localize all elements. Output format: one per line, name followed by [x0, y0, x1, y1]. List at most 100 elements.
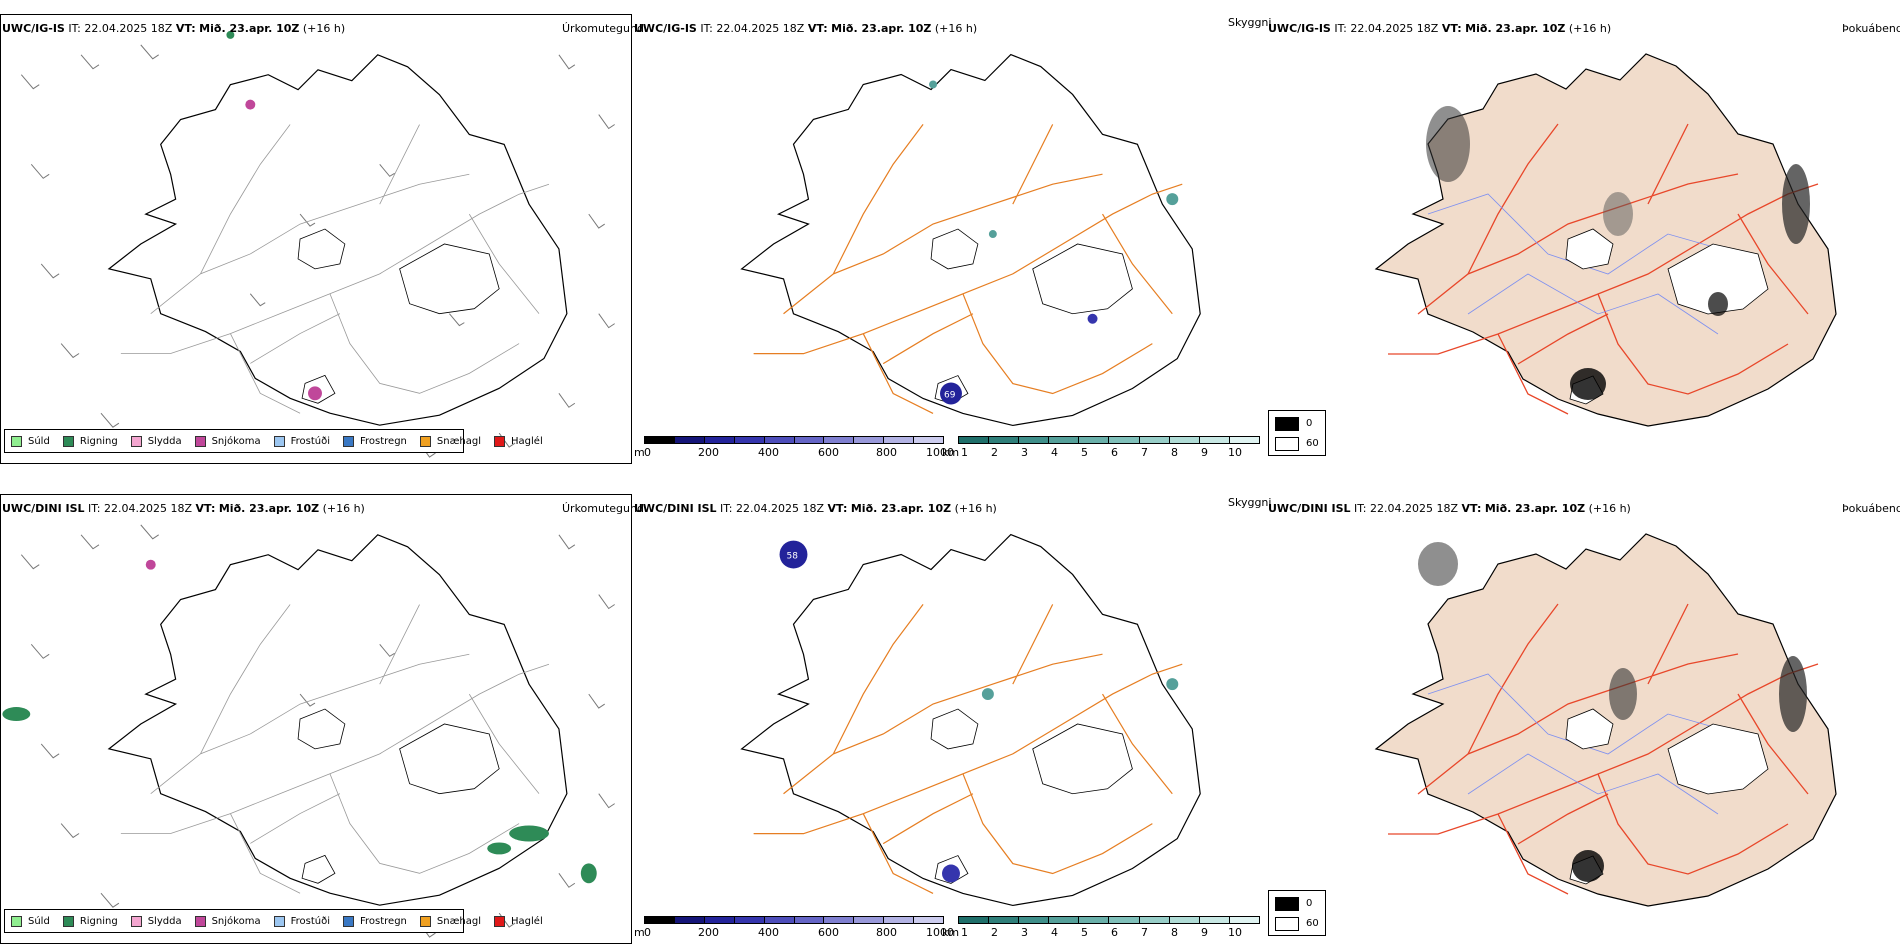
- vis-tick: 4: [1051, 446, 1058, 459]
- fog-label-row1: Þokuábendi: [1842, 22, 1900, 35]
- legend-swatch: [11, 435, 22, 447]
- precip-map-row1: [20, 30, 615, 458]
- fog-value: 60: [1306, 438, 1319, 449]
- legend-label: Snjókoma: [211, 435, 261, 447]
- vis-tick: 7: [1141, 926, 1148, 939]
- precip-map-row2: [2, 524, 615, 938]
- vis-tick: 10: [1228, 446, 1242, 459]
- vis-tick: 4: [1051, 926, 1058, 939]
- fog-value: 60: [1306, 918, 1319, 929]
- low-cloud-patch: [940, 382, 962, 405]
- cb-tick: 400: [758, 446, 779, 459]
- cb-tick: 0: [644, 446, 651, 459]
- vt-time: Mið. 23.apr. 10Z: [831, 22, 932, 35]
- legend-item-snaehagl: Snæhagl: [419, 915, 482, 927]
- vis-tick: 8: [1171, 926, 1178, 939]
- snow-patch: [245, 99, 256, 110]
- fog-legend-row1: 0 60: [1268, 410, 1326, 456]
- legend-swatch: [273, 435, 285, 447]
- legend-label: Súld: [28, 915, 50, 927]
- legend-label: Súld: [28, 435, 50, 447]
- legend-item-snjokoma: Snjókoma: [194, 435, 261, 447]
- panel-title-row2-fog: UWC/DINI ISL IT: 22.04.2025 18Z VT: Mið.…: [1268, 502, 1631, 515]
- cloud-base-colorbar: [644, 436, 944, 444]
- legend-swatch: [130, 435, 142, 447]
- lead-time: (+16 h): [934, 22, 978, 35]
- vt-prefix: VT:: [807, 22, 828, 35]
- vis-tick: 9: [1201, 926, 1208, 939]
- visibility-colorbar: [958, 916, 1260, 924]
- cb-tick: 200: [698, 926, 719, 939]
- legend-item-snjokoma: Snjókoma: [194, 915, 261, 927]
- panel-title-row1-fog: UWC/IG-IS IT: 22.04.2025 18Z VT: Mið. 23…: [1268, 22, 1611, 35]
- vis-tick: 1: [961, 926, 968, 939]
- model-name: UWC/IG-IS: [1268, 22, 1331, 35]
- it-time: 22.04.2025 18Z: [716, 22, 805, 35]
- it-prefix: IT:: [88, 502, 101, 515]
- legend-item-haglel: Haglél: [494, 435, 543, 447]
- legend-label: Snæhagl: [436, 435, 482, 447]
- vt-time: Mið. 23.apr. 10Z: [850, 502, 952, 515]
- vt-prefix: VT:: [1441, 22, 1462, 35]
- fog-value: 0: [1306, 898, 1313, 909]
- legend-item-rigning: Rigning: [62, 435, 118, 447]
- vt-prefix: VT:: [175, 22, 196, 35]
- fog-swatch-60: [1275, 917, 1299, 931]
- vt-time: Mið. 23.apr. 10Z: [1484, 502, 1586, 515]
- vis-tick: 3: [1021, 446, 1028, 459]
- vis-tick: 6: [1111, 926, 1118, 939]
- it-time: 22.04.2025 18Z: [736, 502, 825, 515]
- legend-item-sudd: Súld: [11, 915, 50, 927]
- legend-item-frostregn: Frostregn: [343, 435, 407, 447]
- panel-title-row2-visibility: UWC/DINI ISL IT: 22.04.2025 18Z VT: Mið.…: [634, 502, 997, 515]
- legend-item-haglel: Haglél: [494, 915, 543, 927]
- cb-tick: 600: [818, 926, 839, 939]
- lead-time: (+16 h): [322, 502, 365, 515]
- panel-title-row1-visibility: UWC/IG-IS IT: 22.04.2025 18Z VT: Mið. 23…: [634, 22, 977, 35]
- cb-tick: 400: [758, 926, 779, 939]
- visibility-panel-row1: 69 m 0 200 400 600 800 1000 km 1 2 3 4 5…: [634, 14, 1264, 464]
- cloud-base-unit: m: [634, 446, 645, 459]
- vt-time: Mið. 23.apr. 10Z: [199, 22, 300, 35]
- fog-swatch-60: [1275, 437, 1299, 451]
- legend-label: Frostregn: [360, 915, 407, 927]
- visibility-label-row1: Skyggni: [1228, 16, 1272, 29]
- legend-swatch: [419, 435, 431, 447]
- visibility-colorbar: [958, 436, 1260, 444]
- visibility-unit: km: [942, 446, 960, 459]
- legend-swatch: [62, 435, 74, 447]
- legend-label: Haglél: [511, 435, 543, 447]
- precip-legend-row1: Súld Rigning Slydda Snjókoma Frostúði Fr…: [4, 429, 543, 453]
- cloud-base-value: 69: [944, 390, 956, 400]
- vis-tick: 9: [1201, 446, 1208, 459]
- precip-panel-row1: Súld Rigning Slydda Snjókoma Frostúði Fr…: [0, 14, 632, 464]
- vis-tick: 2: [991, 446, 998, 459]
- fog-legend-row2: 0 60: [1268, 890, 1326, 936]
- legend-item-frostudi: Frostúði: [273, 435, 330, 447]
- vis-tick: 5: [1081, 926, 1088, 939]
- legend-swatch: [494, 435, 506, 447]
- visibility-panel-row2: 58 m 0 200 400 600 800 1000 km 1 2 3 4 5…: [634, 494, 1264, 944]
- it-time: 22.04.2025 18Z: [1350, 22, 1439, 35]
- legend-swatch: [194, 435, 206, 447]
- vis-tick: 10: [1228, 926, 1242, 939]
- legend-label: Snæhagl: [436, 915, 482, 927]
- legend-swatch: [343, 435, 354, 447]
- legend-label: Haglél: [511, 915, 543, 927]
- cb-tick: 600: [818, 446, 839, 459]
- rain-patch: [226, 30, 235, 39]
- cloud-base-unit: m: [634, 926, 645, 939]
- legend-swatch: [62, 915, 74, 927]
- it-prefix: IT:: [1354, 502, 1367, 515]
- cb-tick: 800: [876, 926, 897, 939]
- cb-tick: 1000: [926, 446, 954, 459]
- precip-legend-row2: Súld Rigning Slydda Snjókoma Frostúði Fr…: [4, 909, 543, 933]
- legend-swatch: [343, 915, 354, 927]
- visibility-map-row1: 69: [741, 53, 1201, 427]
- precip-type-label-row2: Úrkomutegund: [562, 502, 644, 515]
- vis-tick: 1: [961, 446, 968, 459]
- fog-value: 0: [1306, 418, 1313, 429]
- model-name: UWC/DINI ISL: [2, 502, 85, 515]
- legend-item-frostregn: Frostregn: [343, 915, 407, 927]
- legend-item-frostudi: Frostúði: [273, 915, 330, 927]
